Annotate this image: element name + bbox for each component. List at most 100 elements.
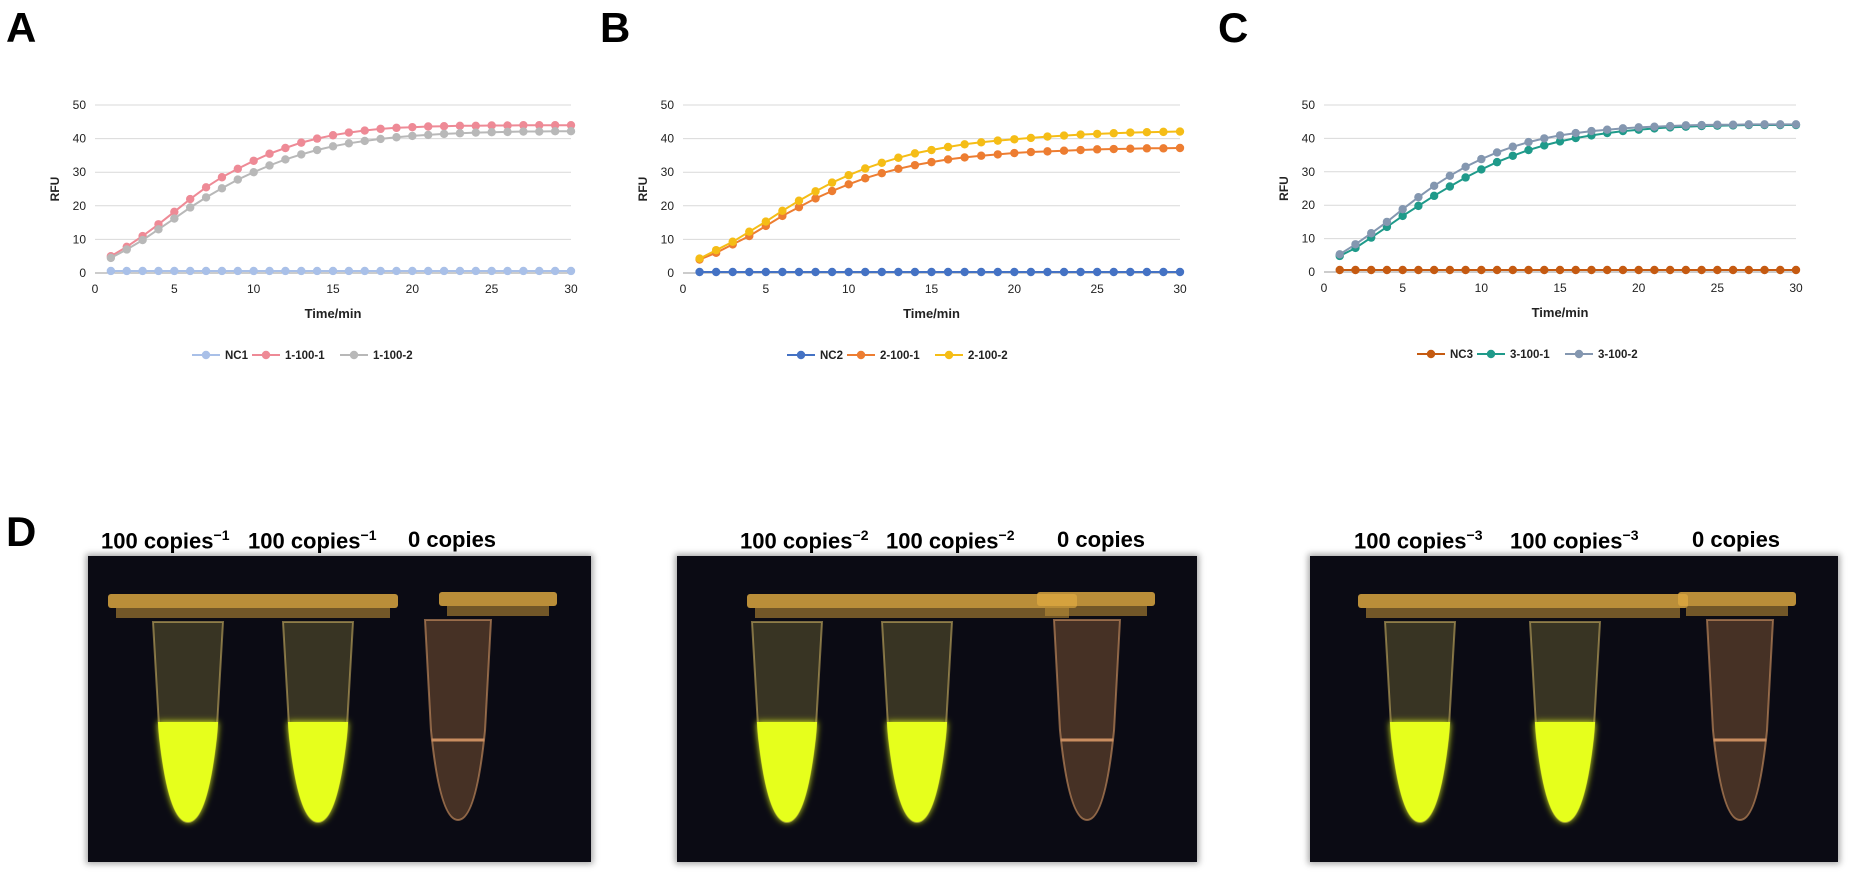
data-point-NC3	[1776, 265, 1785, 275]
tube-cap	[1678, 592, 1796, 606]
data-point-3-100-1	[1398, 211, 1407, 221]
data-point-2-100-2	[1092, 129, 1102, 139]
y-tick-label: 20	[73, 199, 87, 213]
data-point-NC2	[794, 267, 804, 277]
data-point-NC2	[827, 267, 837, 277]
photo3-label-1: 100 copies−3	[1354, 527, 1483, 554]
tube-rim	[755, 608, 1069, 618]
y-tick-label: 0	[79, 266, 86, 280]
data-point-2-100-2	[745, 227, 754, 236]
data-point-NC3	[1492, 265, 1502, 275]
data-point-1-100-1	[312, 134, 322, 143]
data-point-NC2	[1175, 267, 1185, 277]
data-point-1-100-1	[535, 120, 544, 130]
data-point-NC2	[1092, 267, 1102, 277]
data-point-NC1	[487, 266, 496, 276]
data-point-2-100-1	[827, 186, 837, 196]
data-point-NC3	[1760, 265, 1769, 275]
data-point-2-100-2	[1010, 135, 1019, 144]
data-point-NC2	[927, 267, 936, 277]
data-point-3-100-1	[1492, 157, 1502, 167]
data-point-2-100-1	[1126, 144, 1135, 153]
tube-photo-1-drawing	[88, 556, 591, 862]
data-point-NC1	[535, 266, 544, 276]
data-point-2-100-2	[894, 153, 903, 162]
data-point-NC3	[1744, 265, 1754, 275]
x-tick-label: 25	[1090, 282, 1104, 296]
data-point-2-100-1	[993, 150, 1002, 159]
tube-rim	[447, 606, 549, 616]
data-point-2-100-1	[1010, 148, 1019, 158]
chart-c: 0 10 20 30 40 50 0 5 10 15 20 25 30 Time/min RFU NC3 3-1…	[1277, 98, 1803, 361]
data-point-2-100-2	[1076, 130, 1085, 139]
data-point-3-100-2	[1791, 120, 1801, 129]
data-point-3-100-2	[1351, 240, 1360, 249]
svg-text:1-100-2: 1-100-2	[373, 350, 413, 362]
svg-text:NC3: NC3	[1450, 349, 1473, 361]
data-point-NC3	[1681, 265, 1691, 275]
chart-b: 0 10 20 30 40 50 0 5 10 15 20 25 30 Time/min RFU NC2 2-1…	[636, 98, 1187, 362]
data-point-2-100-2	[1109, 129, 1118, 138]
data-point-NC3	[1398, 265, 1407, 275]
data-point-NC2	[1059, 267, 1069, 277]
data-point-NC3	[1697, 265, 1706, 275]
legend-entry-NC1: NC1	[192, 350, 249, 362]
data-point-2-100-2	[811, 187, 820, 196]
y-tick-label: 40	[1302, 131, 1316, 145]
data-point-NC2	[1159, 267, 1168, 277]
data-point-1-100-2	[392, 133, 401, 142]
photo2-label-2: 100 copies−2	[886, 527, 1015, 554]
data-point-NC1	[424, 266, 433, 276]
data-point-NC3	[1429, 265, 1439, 275]
data-point-1-100-2	[360, 136, 369, 146]
data-point-2-100-1	[877, 169, 886, 178]
tube-rim	[1045, 606, 1147, 616]
positive-tube	[1383, 621, 1457, 824]
y-tick-label: 50	[73, 98, 87, 112]
photo3-label-2: 100 copies−3	[1510, 527, 1639, 554]
panel-letter-c: C	[1218, 4, 1249, 51]
x-tick-label: 15	[326, 282, 340, 296]
data-point-2-100-2	[861, 164, 870, 173]
x-tick-label: 30	[1173, 282, 1187, 296]
data-point-2-100-1	[1059, 146, 1069, 155]
data-point-NC2	[910, 267, 920, 277]
data-point-NC1	[265, 266, 274, 276]
data-point-3-100-2	[1461, 162, 1470, 171]
svg-text:NC1: NC1	[225, 350, 249, 362]
data-point-NC1	[392, 266, 401, 276]
data-point-NC2	[728, 267, 737, 277]
data-point-2-100-2	[877, 158, 886, 167]
data-point-NC1	[312, 266, 322, 276]
series-line-3-100-2	[1339, 123, 1796, 256]
legend-entry-1-100-2: 1-100-2	[340, 350, 413, 362]
data-point-2-100-1	[1175, 143, 1185, 153]
data-point-1-100-2	[550, 127, 560, 136]
tube-photo-1	[88, 556, 591, 862]
y-tick-label: 50	[661, 98, 675, 112]
data-point-1-100-2	[439, 129, 449, 139]
data-point-NC3	[1713, 265, 1722, 275]
data-point-NC3	[1508, 265, 1518, 275]
data-point-2-100-1	[910, 160, 920, 170]
data-point-1-100-2	[154, 225, 163, 234]
svg-text:2-100-2: 2-100-2	[968, 350, 1008, 362]
data-point-1-100-1	[519, 120, 528, 130]
x-axis-label: Time/min	[903, 306, 960, 321]
x-tick-label: 10	[1475, 281, 1489, 295]
data-point-1-100-2	[249, 168, 258, 177]
legend-entry-3-100-2: 3-100-2	[1565, 349, 1638, 361]
data-point-2-100-2	[695, 254, 704, 263]
data-point-1-100-2	[503, 127, 512, 137]
data-point-1-100-1	[376, 124, 385, 134]
data-point-NC3	[1540, 265, 1549, 275]
data-point-2-100-1	[1043, 147, 1052, 156]
data-point-1-100-2	[138, 235, 147, 245]
data-point-2-100-2	[993, 136, 1002, 145]
data-point-NC2	[1142, 267, 1152, 277]
y-tick-label: 20	[1302, 198, 1316, 212]
x-tick-label: 10	[842, 282, 856, 296]
tube-cap	[747, 594, 1077, 608]
data-point-2-100-2	[1142, 128, 1152, 137]
data-point-NC1	[455, 266, 465, 276]
